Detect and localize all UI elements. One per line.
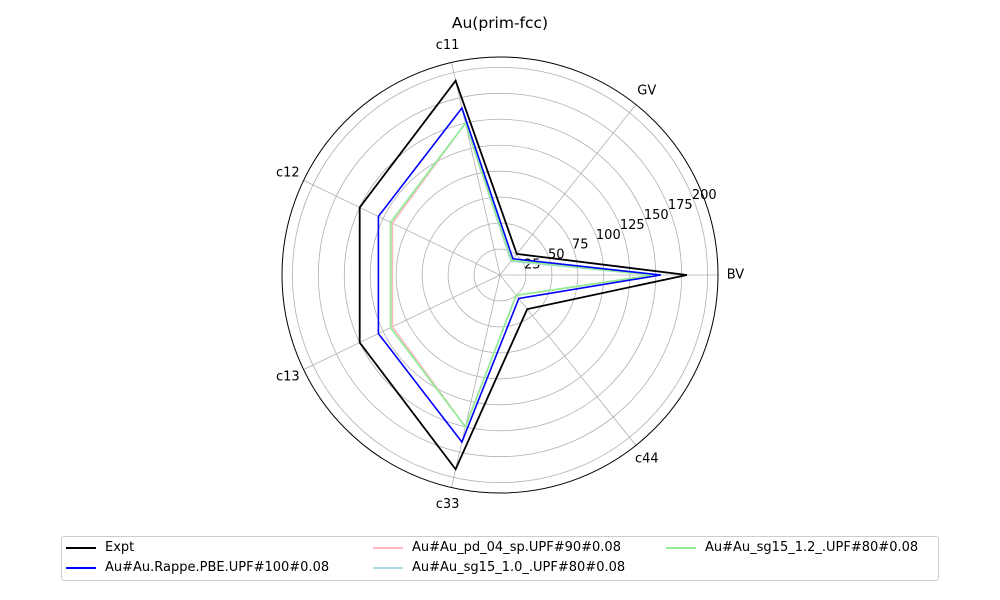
legend-label: Au#Au_sg15_1.0_.UPF#80#0.08: [412, 560, 626, 575]
outer-frame: [281, 56, 719, 494]
axis-label: BV: [727, 268, 745, 283]
grid-spoke: [451, 274, 501, 488]
legend-item-sg15-12: Au#Au_sg15_1.2_.UPF#80#0.08: [666, 540, 918, 555]
legend-swatch: [66, 566, 96, 569]
radial-tick-label: 100: [596, 228, 621, 243]
legend-swatch: [66, 546, 96, 549]
legend-swatch: [373, 546, 403, 549]
legend-item-pd04: Au#Au_pd_04_sp.UPF#90#0.08: [373, 540, 621, 555]
legend-item-expt: Expt: [66, 540, 134, 555]
legend-label: Expt: [105, 540, 135, 555]
grid-spoke: [451, 62, 501, 276]
radial-tick-label: 125: [620, 218, 645, 233]
legend-label: Au#Au_pd_04_sp.UPF#90#0.08: [412, 540, 621, 555]
axis-label: c33: [436, 497, 460, 512]
series-line-Au#Au.Rappe.PBE.UPF#100#0.08: [377, 106, 662, 444]
legend-item-sg15-10: Au#Au_sg15_1.0_.UPF#80#0.08: [373, 560, 625, 575]
radial-tick-label: 150: [644, 208, 669, 223]
legend-item-rappe: Au#Au.Rappe.PBE.UPF#100#0.08: [66, 560, 329, 575]
radial-tick-label: 75: [572, 238, 589, 253]
axis-label: GV: [637, 83, 656, 98]
radial-tick-label: 175: [668, 198, 693, 213]
series-lines: [358, 78, 688, 472]
legend-swatch: [666, 546, 696, 549]
series-line-Au#Au_sg15_1.2_.UPF#80#0.08: [389, 121, 654, 429]
legend-label: Au#Au_sg15_1.2_.UPF#80#0.08: [705, 540, 919, 555]
axis-labels: BV GV c11 c12 c13 c33 c44: [276, 38, 744, 512]
chart-title: Au(prim-fcc): [452, 14, 548, 32]
legend-label: Au#Au.Rappe.PBE.UPF#100#0.08: [105, 560, 330, 575]
axis-label: c11: [436, 38, 460, 53]
axis-label: c44: [635, 452, 659, 467]
grid-spoke: [499, 274, 637, 446]
radial-tick-label: 200: [692, 188, 717, 203]
axis-label: c12: [276, 165, 300, 180]
legend-swatch: [373, 566, 403, 569]
grid-spoke: [499, 104, 637, 276]
series-line-Expt: [358, 78, 688, 472]
axis-label: c13: [276, 370, 300, 385]
legend: Expt Au#Au.Rappe.PBE.UPF#100#0.08 Au#Au_…: [61, 536, 939, 581]
grid-spoke: [303, 274, 501, 370]
grid-spoke: [303, 180, 501, 276]
radar-grid: [281, 56, 719, 494]
